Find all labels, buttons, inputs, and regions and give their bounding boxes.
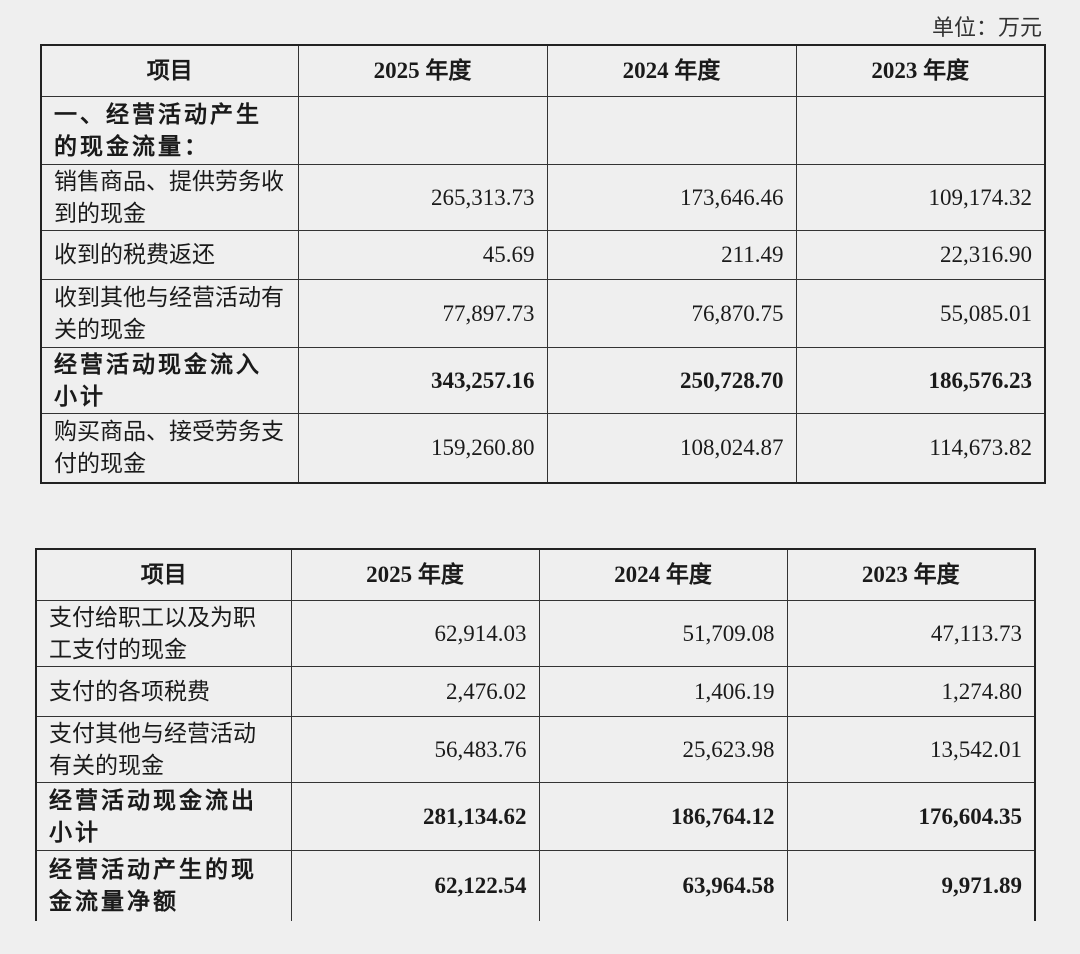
cell: 176,604.35 <box>786 782 1036 851</box>
row: 支付的各项税费 2,476.02 1,406.19 1,274.80 <box>35 666 1036 717</box>
cell: 114,673.82 <box>795 413 1046 483</box>
row: 经营活动现金流出小计 281,134.62 186,764.12 176,604… <box>35 782 1036 851</box>
row: 一、经营活动产生的现金流量： <box>40 96 1046 165</box>
row-label: 经营活动现金流出小计 <box>35 782 292 851</box>
row-label: 支付的各项税费 <box>35 666 292 717</box>
header-cell: 2023 年度 <box>795 44 1046 97</box>
cell: 250,728.70 <box>546 347 797 414</box>
row-label: 支付其他与经营活动有关的现金 <box>35 716 292 783</box>
cell: 56,483.76 <box>290 716 540 783</box>
row: 经营活动产生的现金流量净额 62,122.54 63,964.58 9,971.… <box>35 850 1036 921</box>
cell: 45.69 <box>297 230 548 280</box>
header-cell: 项目 <box>40 44 299 97</box>
cell: 77,897.73 <box>297 279 548 348</box>
unit-label: 单位：万元 <box>931 15 1042 40</box>
cell: 51,709.08 <box>538 600 788 667</box>
cash-flow-table: 项目 2025 年度 2024 年度 2023 年度 支付给职工以及为职工支付的… <box>35 548 1036 921</box>
header-cell: 项目 <box>35 548 292 601</box>
row-label: 支付给职工以及为职工支付的现金 <box>35 600 292 667</box>
header-cell: 2024 年度 <box>538 548 788 601</box>
cell: 47,113.73 <box>786 600 1036 667</box>
cell: 159,260.80 <box>297 413 548 483</box>
cell: 25,623.98 <box>538 716 788 783</box>
row-label: 经营活动现金流入小计 <box>40 347 299 414</box>
cell: 22,316.90 <box>795 230 1046 280</box>
cell <box>795 96 1046 165</box>
row: 购买商品、接受劳务支付的现金 159,260.80 108,024.87 114… <box>40 413 1046 483</box>
cell: 1,274.80 <box>786 666 1036 717</box>
cell: 63,964.58 <box>538 850 788 921</box>
row-label: 购买商品、接受劳务支付的现金 <box>40 413 299 483</box>
cell: 1,406.19 <box>538 666 788 717</box>
row: 销售商品、提供劳务收到的现金 265,313.73 173,646.46 109… <box>40 164 1046 231</box>
row-label: 经营活动产生的现金流量净额 <box>35 850 292 921</box>
row-label: 销售商品、提供劳务收到的现金 <box>40 164 299 231</box>
cell: 76,870.75 <box>546 279 797 348</box>
cell: 108,024.87 <box>546 413 797 483</box>
cell: 13,542.01 <box>786 716 1036 783</box>
cell: 343,257.16 <box>297 347 548 414</box>
cell: 2,476.02 <box>290 666 540 717</box>
header-row: 项目 2025 年度 2024 年度 2023 年度 <box>40 44 1046 97</box>
row-label: 收到的税费返还 <box>40 230 299 280</box>
row: 支付给职工以及为职工支付的现金 62,914.03 51,709.08 47,1… <box>35 600 1036 667</box>
cell: 281,134.62 <box>290 782 540 851</box>
row-label: 收到其他与经营活动有关的现金 <box>40 279 299 348</box>
header-cell: 2025 年度 <box>297 44 548 97</box>
cell <box>297 96 548 165</box>
row-label: 一、经营活动产生的现金流量： <box>40 96 299 165</box>
row: 支付其他与经营活动有关的现金 56,483.76 25,623.98 13,54… <box>35 716 1036 783</box>
cell: 211.49 <box>546 230 797 280</box>
cell: 55,085.01 <box>795 279 1046 348</box>
cell: 62,122.54 <box>290 850 540 921</box>
cash-flow-table: 项目 2025 年度 2024 年度 2023 年度 一、经营活动产生的现金流量… <box>40 44 1046 484</box>
cell: 62,914.03 <box>290 600 540 667</box>
cell: 186,764.12 <box>538 782 788 851</box>
cell: 173,646.46 <box>546 164 797 231</box>
cell: 265,313.73 <box>297 164 548 231</box>
cell: 109,174.32 <box>795 164 1046 231</box>
cell: 186,576.23 <box>795 347 1046 414</box>
cell: 9,971.89 <box>786 850 1036 921</box>
header-cell: 2025 年度 <box>290 548 540 601</box>
cell <box>546 96 797 165</box>
row: 收到其他与经营活动有关的现金 77,897.73 76,870.75 55,08… <box>40 279 1046 348</box>
header-row: 项目 2025 年度 2024 年度 2023 年度 <box>35 548 1036 601</box>
header-cell: 2023 年度 <box>786 548 1036 601</box>
row: 收到的税费返还 45.69 211.49 22,316.90 <box>40 230 1046 280</box>
row: 经营活动现金流入小计 343,257.16 250,728.70 186,576… <box>40 347 1046 414</box>
header-cell: 2024 年度 <box>546 44 797 97</box>
